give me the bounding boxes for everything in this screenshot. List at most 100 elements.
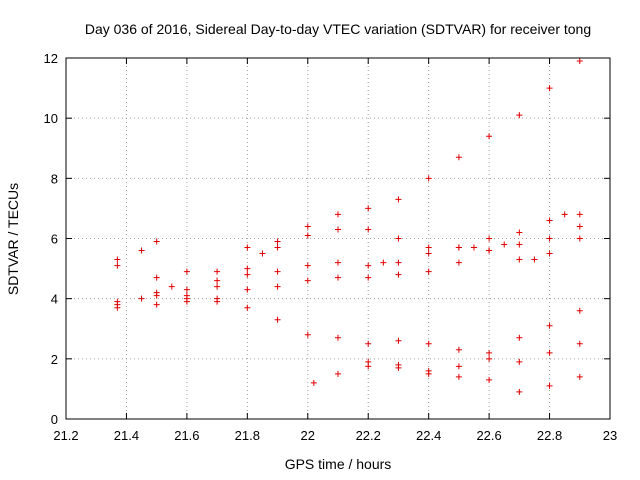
data-point xyxy=(304,277,311,284)
data-point xyxy=(395,235,402,242)
data-point xyxy=(576,58,583,65)
x-tick-label: 22.8 xyxy=(537,428,562,443)
data-point xyxy=(274,268,281,275)
series-track-1 xyxy=(114,211,583,284)
data-point xyxy=(335,274,341,281)
data-point xyxy=(304,262,311,269)
data-point xyxy=(486,376,493,383)
data-point xyxy=(335,334,341,341)
data-point xyxy=(214,277,221,284)
data-point xyxy=(335,226,341,233)
data-point xyxy=(395,196,402,203)
data-point xyxy=(576,307,583,314)
data-point xyxy=(214,283,221,290)
data-point xyxy=(576,211,583,218)
data-point xyxy=(259,250,266,257)
chart-title: Day 036 of 2016, Sidereal Day-to-day VTE… xyxy=(85,21,591,37)
data-point xyxy=(516,229,523,236)
y-axis-label: SDTVAR / TECUs xyxy=(5,183,21,295)
data-point xyxy=(395,271,402,278)
data-point xyxy=(274,238,281,245)
y-tick-label: 0 xyxy=(51,412,58,427)
data-point xyxy=(455,154,462,161)
x-tick-label: 21.6 xyxy=(174,428,199,443)
data-point xyxy=(244,286,251,293)
data-point xyxy=(501,241,508,248)
data-point xyxy=(365,274,372,281)
y-tick-label: 10 xyxy=(44,111,58,126)
data-point xyxy=(516,256,523,263)
data-point xyxy=(516,388,523,395)
data-point xyxy=(486,133,493,140)
data-point xyxy=(153,292,160,299)
data-point xyxy=(365,262,372,269)
data-point xyxy=(304,331,311,338)
y-tick-label: 12 xyxy=(44,51,58,66)
x-tick-label: 22.6 xyxy=(476,428,501,443)
axis-ticks: 21.2 21.4 21.6 21.8 22 22.2 22.4 22.6 22.8 23 0 2 4 6… xyxy=(44,51,618,443)
data-point xyxy=(455,346,462,353)
data-point xyxy=(153,238,160,245)
data-point xyxy=(425,175,432,182)
x-tick-label: 21.8 xyxy=(235,428,260,443)
data-point xyxy=(335,211,341,218)
x-tick-label: 21.2 xyxy=(53,428,78,443)
y-tick-label: 6 xyxy=(51,232,58,247)
data-point xyxy=(516,334,523,341)
series-track-3 xyxy=(114,58,583,308)
data-point xyxy=(365,205,372,212)
data-point xyxy=(471,244,477,251)
y-tick-label: 4 xyxy=(51,292,58,307)
x-tick-label: 23 xyxy=(603,428,617,443)
data-point xyxy=(486,235,493,242)
data-point xyxy=(395,259,402,266)
data-point xyxy=(304,232,311,239)
x-tick-label: 22.4 xyxy=(416,428,441,443)
data-point xyxy=(516,112,523,119)
data-point xyxy=(168,283,175,290)
data-point xyxy=(546,382,553,389)
data-point xyxy=(546,85,553,92)
grid-lines xyxy=(66,58,610,419)
data-point xyxy=(365,358,372,365)
data-point xyxy=(455,363,462,370)
data-point xyxy=(395,364,402,371)
data-point xyxy=(114,298,121,305)
data-point xyxy=(183,298,190,305)
data-point xyxy=(214,298,221,305)
data-point xyxy=(244,304,251,311)
data-point xyxy=(138,295,145,302)
data-point xyxy=(183,268,190,275)
series-track-6 xyxy=(310,307,583,386)
y-tick-label: 8 xyxy=(51,171,58,186)
data-point xyxy=(455,373,462,380)
data-point xyxy=(546,322,553,329)
series-track-7 xyxy=(365,358,583,395)
data-point xyxy=(114,304,121,311)
series-track-5 xyxy=(114,292,583,365)
data-point xyxy=(114,262,121,269)
data-point xyxy=(425,250,432,257)
data-point xyxy=(310,379,317,386)
data-point xyxy=(455,259,462,266)
data-point xyxy=(153,274,160,281)
data-point xyxy=(335,370,341,377)
data-point xyxy=(244,244,251,251)
data-point xyxy=(425,244,432,251)
data-point xyxy=(365,340,372,347)
data-point xyxy=(153,301,160,308)
data-point xyxy=(335,259,341,266)
series-track-2 xyxy=(114,226,583,293)
data-point xyxy=(380,259,387,266)
data-point xyxy=(114,256,121,263)
data-point xyxy=(486,355,493,362)
data-point xyxy=(244,271,251,278)
data-point xyxy=(546,349,553,356)
data-point xyxy=(516,241,523,248)
data-point xyxy=(395,337,402,344)
data-point xyxy=(486,247,493,254)
y-tick-label: 2 xyxy=(51,352,58,367)
data-point xyxy=(183,286,190,293)
x-tick-label: 22.2 xyxy=(356,428,381,443)
data-point xyxy=(576,373,583,380)
